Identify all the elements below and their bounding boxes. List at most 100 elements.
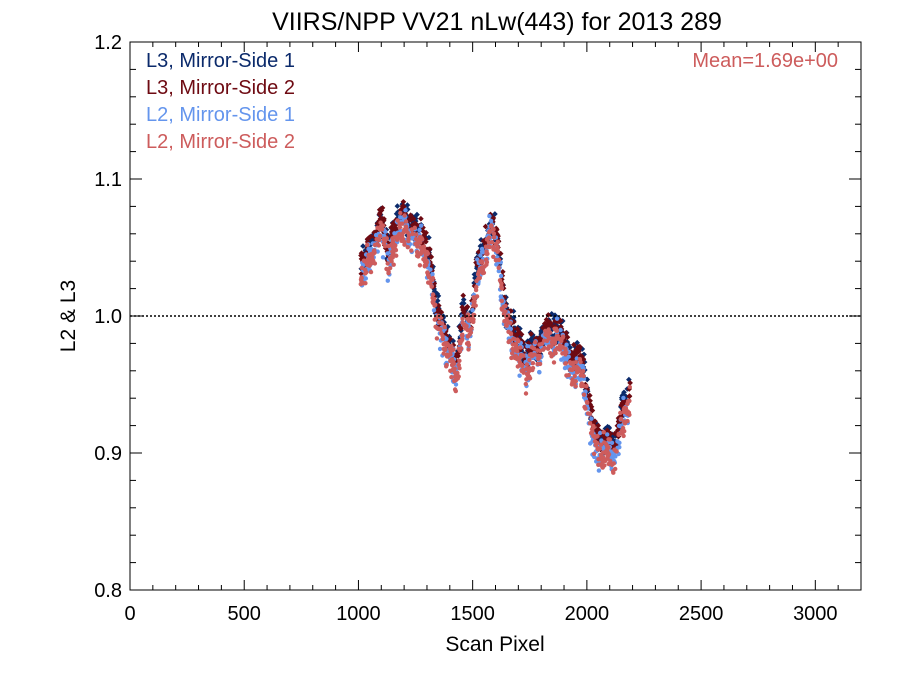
y-tick-label: 0.9 bbox=[94, 443, 122, 465]
data-point bbox=[537, 369, 542, 375]
data-point bbox=[482, 264, 487, 269]
x-tick-label: 2000 bbox=[565, 603, 610, 625]
data-point bbox=[535, 353, 541, 359]
data-point bbox=[403, 219, 409, 224]
data-point bbox=[394, 203, 401, 209]
data-point bbox=[368, 269, 374, 275]
data-point bbox=[484, 251, 489, 256]
data-point bbox=[566, 372, 571, 378]
data-point bbox=[400, 198, 407, 205]
data-point bbox=[418, 215, 424, 222]
data-point bbox=[387, 265, 393, 271]
data-point bbox=[563, 356, 568, 362]
data-point bbox=[499, 268, 506, 275]
data-point bbox=[591, 425, 596, 430]
data-point bbox=[576, 345, 583, 352]
data-point bbox=[572, 373, 577, 379]
data-point bbox=[515, 357, 520, 362]
chart-title: VIIRS/NPP VV21 nLw(443) for 2013 289 bbox=[272, 8, 722, 36]
y-tick-label: 1.2 bbox=[94, 32, 122, 54]
data-point bbox=[390, 239, 396, 244]
data-point bbox=[537, 342, 542, 347]
data-point bbox=[519, 363, 525, 368]
data-point bbox=[415, 244, 420, 249]
data-point bbox=[390, 225, 397, 232]
y-tick-label: 1.0 bbox=[94, 306, 122, 328]
data-point bbox=[452, 387, 458, 392]
data-point bbox=[581, 373, 586, 379]
data-point bbox=[543, 316, 550, 323]
data-point bbox=[385, 261, 390, 266]
data-point bbox=[434, 336, 440, 341]
data-point bbox=[491, 244, 496, 250]
data-point bbox=[558, 327, 563, 333]
data-point bbox=[472, 299, 477, 304]
data-point bbox=[491, 227, 496, 232]
data-point bbox=[460, 320, 465, 325]
data-point bbox=[575, 365, 580, 370]
data-point bbox=[487, 213, 492, 219]
data-point bbox=[535, 361, 540, 367]
data-point bbox=[360, 243, 366, 249]
data-point bbox=[405, 245, 410, 250]
data-point bbox=[392, 246, 398, 252]
data-point bbox=[441, 342, 446, 347]
data-point bbox=[627, 384, 632, 390]
data-point bbox=[591, 451, 597, 456]
data-point bbox=[564, 334, 571, 341]
data-point bbox=[523, 381, 528, 387]
data-point bbox=[439, 321, 445, 326]
data-point bbox=[392, 231, 397, 236]
data-point bbox=[533, 340, 538, 345]
data-point bbox=[362, 259, 368, 264]
data-point bbox=[491, 235, 497, 240]
data-point bbox=[402, 213, 407, 218]
data-point bbox=[463, 326, 468, 331]
data-point bbox=[430, 292, 436, 297]
data-point bbox=[580, 363, 585, 369]
data-point bbox=[381, 241, 386, 246]
data-point bbox=[627, 412, 632, 417]
data-point bbox=[626, 393, 633, 399]
x-axis-ticks: 0 500 1000 1500 2000 2500 3000 bbox=[124, 42, 862, 625]
data-point bbox=[363, 281, 368, 286]
data-point bbox=[486, 244, 491, 249]
legend-item-l3-ms2: L3, Mirror-Side 2 bbox=[146, 77, 295, 99]
data-point bbox=[407, 212, 414, 219]
data-point bbox=[466, 318, 472, 323]
data-point bbox=[596, 468, 602, 473]
data-point bbox=[506, 319, 511, 325]
data-point bbox=[512, 347, 518, 352]
data-point bbox=[551, 360, 557, 365]
data-point bbox=[449, 375, 454, 380]
data-point bbox=[409, 248, 414, 253]
data-point bbox=[509, 355, 514, 361]
data-point bbox=[432, 296, 437, 302]
data-point bbox=[377, 233, 383, 239]
data-point bbox=[523, 391, 529, 396]
data-point bbox=[475, 257, 480, 262]
data-point bbox=[432, 303, 437, 308]
data-point bbox=[528, 331, 534, 337]
y-axis-title: L2 & L3 bbox=[57, 280, 80, 352]
data-point bbox=[417, 263, 423, 268]
data-point bbox=[607, 437, 612, 442]
data-point bbox=[570, 377, 575, 382]
data-point bbox=[564, 342, 569, 347]
data-point bbox=[524, 377, 529, 382]
data-point bbox=[488, 229, 493, 234]
data-point bbox=[527, 357, 532, 363]
data-point bbox=[383, 229, 388, 234]
data-point bbox=[464, 303, 471, 310]
data-point bbox=[507, 338, 513, 343]
data-point bbox=[381, 236, 387, 241]
data-point bbox=[514, 325, 521, 332]
data-point bbox=[470, 307, 475, 313]
data-point bbox=[478, 253, 483, 258]
data-point bbox=[543, 328, 548, 334]
data-point bbox=[394, 253, 399, 258]
x-tick-label: 0 bbox=[124, 603, 135, 625]
data-point bbox=[543, 332, 548, 337]
data-point bbox=[622, 429, 627, 434]
data-point bbox=[603, 458, 608, 463]
